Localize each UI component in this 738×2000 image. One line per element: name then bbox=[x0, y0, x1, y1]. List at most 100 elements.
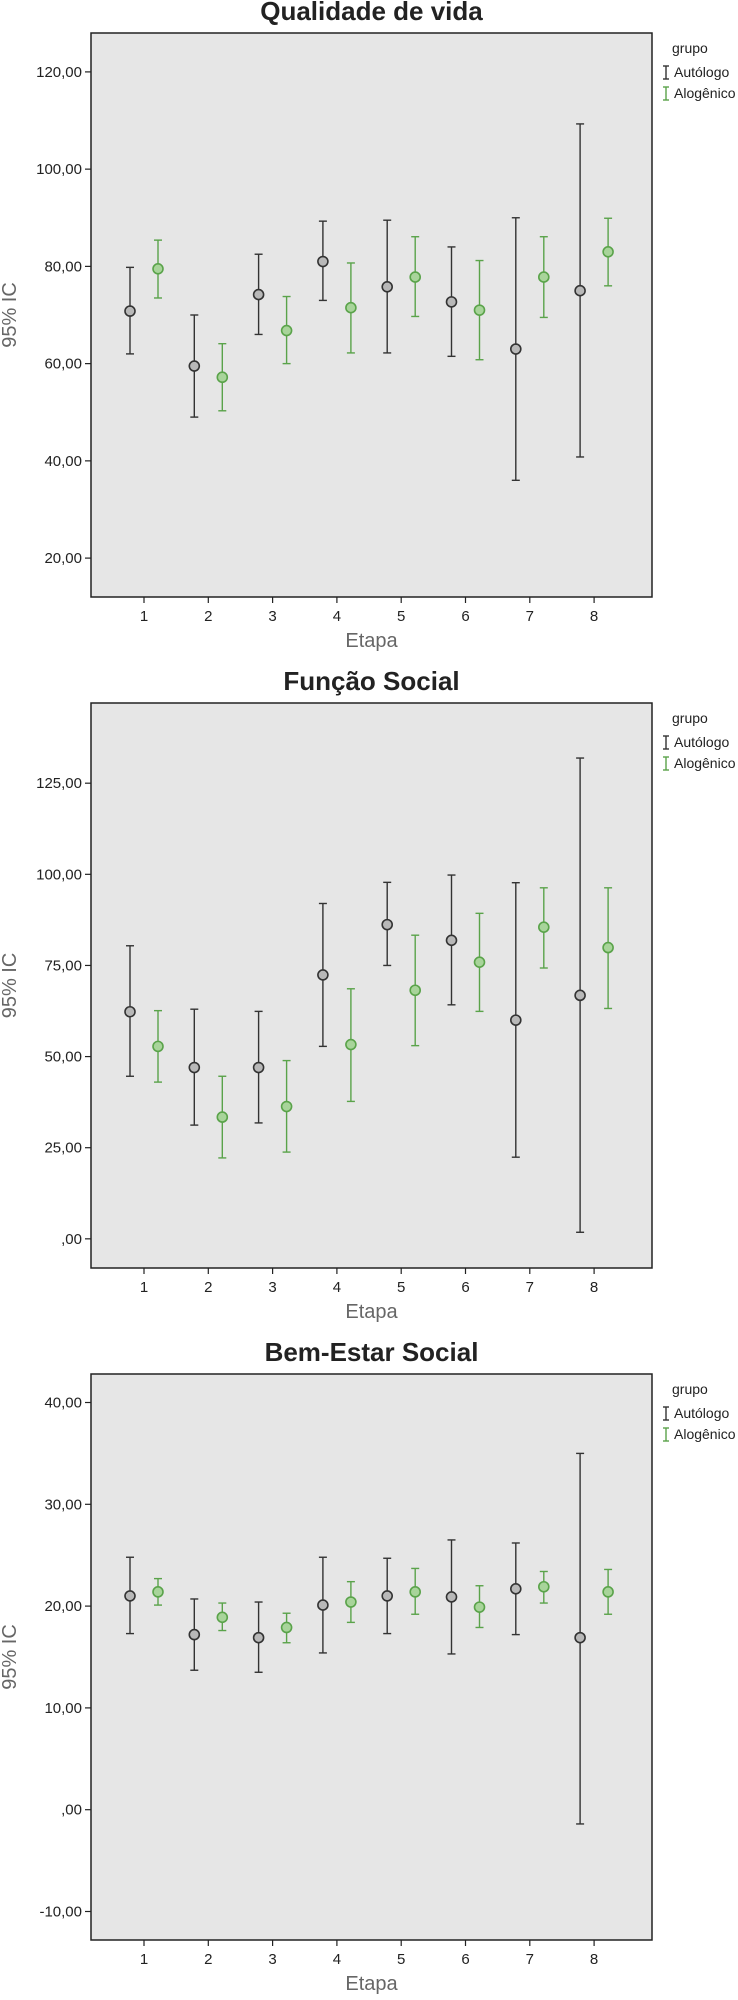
x-tick-label: 6 bbox=[461, 1951, 469, 1968]
mean-point bbox=[345, 301, 357, 314]
error-bar bbox=[445, 874, 458, 1006]
error-bar bbox=[188, 1008, 201, 1126]
legend: grupo Autólogo Alogênico bbox=[663, 710, 736, 771]
error-bar bbox=[381, 1557, 394, 1635]
mean-point bbox=[537, 921, 550, 933]
error-bar bbox=[345, 1580, 357, 1624]
error-bar bbox=[574, 123, 586, 458]
x-tick-label: 8 bbox=[590, 1279, 598, 1296]
y-tick-label: 125,00 bbox=[36, 775, 82, 792]
mean-point bbox=[574, 284, 586, 297]
x-tick-label: 4 bbox=[333, 1951, 341, 1968]
error-bar bbox=[602, 217, 614, 287]
x-tick-label: 7 bbox=[526, 1279, 534, 1296]
error-bar bbox=[152, 1577, 164, 1606]
error-bar bbox=[445, 1539, 458, 1655]
x-tick-label: 1 bbox=[140, 1951, 148, 1968]
legend-title: grupo bbox=[672, 1381, 708, 1397]
x-axis-label: Etapa bbox=[345, 1301, 398, 1323]
error-bar bbox=[537, 1570, 550, 1604]
mean-point bbox=[445, 296, 458, 308]
chart-panel-3: Bem-Estar Social -10,00 ,00 10,00 20,00 30,00… bbox=[0, 1337, 736, 1995]
x-tick-label: 4 bbox=[333, 608, 341, 625]
x-axis-label: Etapa bbox=[345, 630, 398, 652]
legend-label: Autólogo bbox=[674, 1405, 729, 1421]
mean-point bbox=[280, 324, 293, 337]
x-tick-label: 6 bbox=[461, 608, 469, 625]
error-bar bbox=[152, 1009, 164, 1083]
mean-point bbox=[381, 918, 394, 931]
error-bar bbox=[345, 988, 357, 1103]
error-bar bbox=[409, 236, 422, 318]
mean-point bbox=[509, 1014, 522, 1026]
error-bar bbox=[574, 1452, 586, 1825]
legend-item: Alogênico bbox=[663, 755, 736, 771]
error-bar bbox=[509, 217, 522, 482]
legend-title: grupo bbox=[672, 710, 708, 726]
mean-point bbox=[280, 1100, 293, 1113]
y-tick-label: 50,00 bbox=[44, 1049, 82, 1066]
legend-label: Autólogo bbox=[674, 734, 729, 750]
mean-point bbox=[537, 1580, 550, 1593]
y-tick-label: 30,00 bbox=[44, 1496, 82, 1513]
y-tick-label: 10,00 bbox=[44, 1700, 82, 1717]
mean-point bbox=[252, 288, 265, 301]
mean-point bbox=[252, 1061, 265, 1074]
error-bar bbox=[280, 1059, 293, 1153]
legend-title: grupo bbox=[672, 40, 708, 56]
error-bar bbox=[216, 1602, 229, 1632]
x-tick-label: 5 bbox=[397, 608, 405, 625]
legend-label: Alogênico bbox=[674, 85, 736, 101]
error-bar bbox=[381, 881, 394, 967]
mean-point bbox=[602, 1586, 614, 1598]
mean-point bbox=[252, 1631, 265, 1644]
error-bar bbox=[602, 1568, 614, 1615]
mean-point bbox=[574, 989, 586, 1002]
legend-item: Alogênico bbox=[663, 85, 736, 101]
error-bar bbox=[509, 882, 522, 1158]
plot-area bbox=[90, 702, 653, 1269]
error-bar bbox=[602, 887, 614, 1010]
error-bar bbox=[124, 1556, 136, 1635]
chart-panel-1: Qualidade de vida 20,00 40,00 60,00 80,00 100… bbox=[0, 0, 736, 652]
y-tick-label: 20,00 bbox=[44, 1598, 82, 1615]
error-bar bbox=[317, 902, 329, 1048]
legend-item: Autólogo bbox=[663, 734, 729, 750]
x-axis-label: Etapa bbox=[345, 1973, 398, 1995]
chart-panel-2: Função Social,0025,0050,0075,00100,00125… bbox=[0, 666, 736, 1323]
y-tick-label: 60,00 bbox=[44, 356, 82, 373]
mean-point bbox=[188, 1628, 201, 1641]
error-bar bbox=[216, 342, 229, 412]
error-bar bbox=[124, 945, 136, 1077]
y-tick-label: 120,00 bbox=[36, 64, 82, 81]
mean-point bbox=[409, 1586, 422, 1598]
x-tick-label: 3 bbox=[268, 1279, 276, 1296]
x-tick-label: 7 bbox=[526, 608, 534, 625]
mean-point bbox=[602, 941, 614, 954]
mean-point bbox=[602, 245, 614, 258]
y-tick-label: 40,00 bbox=[44, 1395, 82, 1412]
error-bar bbox=[252, 253, 265, 336]
legend-item: Autólogo bbox=[663, 64, 729, 80]
mean-point bbox=[124, 1005, 136, 1018]
error-bar bbox=[317, 1556, 329, 1654]
x-tick-label: 8 bbox=[590, 608, 598, 625]
error-bar bbox=[537, 887, 550, 969]
mean-point bbox=[574, 1631, 586, 1644]
legend-item: Alogênico bbox=[663, 1426, 736, 1442]
mean-point bbox=[473, 956, 486, 968]
mean-point bbox=[317, 969, 329, 981]
error-bar bbox=[124, 266, 136, 355]
legend-label: Autólogo bbox=[674, 64, 729, 80]
y-tick-label: ,00 bbox=[61, 1802, 82, 1819]
x-tick-label: 7 bbox=[526, 1951, 534, 1968]
legend-item: Autólogo bbox=[663, 1405, 729, 1421]
mean-point bbox=[317, 255, 329, 268]
mean-point bbox=[473, 1601, 486, 1613]
legend: grupo Autólogo Alogênico bbox=[663, 40, 736, 101]
error-bar bbox=[473, 1585, 486, 1629]
mean-point bbox=[509, 1582, 522, 1595]
mean-point bbox=[280, 1621, 293, 1634]
y-tick-label: 75,00 bbox=[44, 957, 82, 974]
y-tick-label: 100,00 bbox=[36, 866, 82, 883]
